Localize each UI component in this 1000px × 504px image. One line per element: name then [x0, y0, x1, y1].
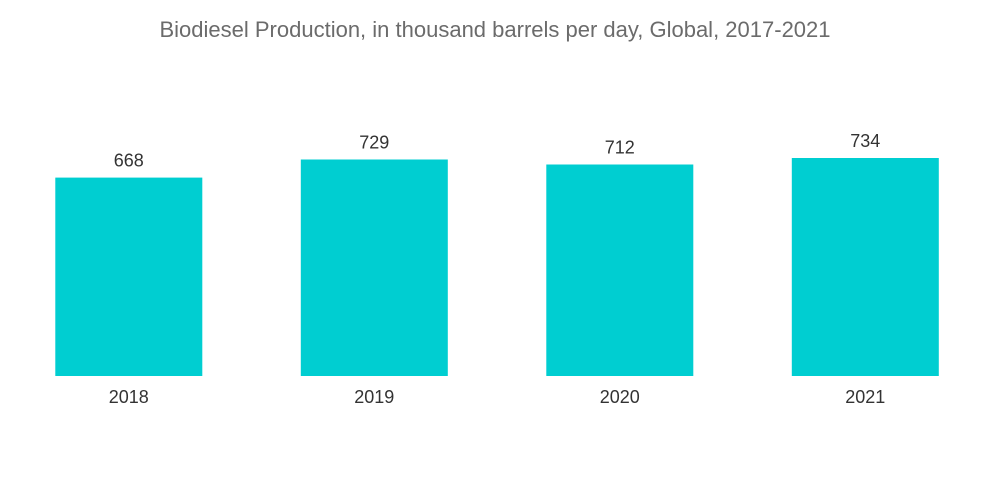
x-tick-label-2020: 2020 — [600, 387, 640, 407]
x-tick-label-2019: 2019 — [354, 387, 394, 407]
bar-2019 — [300, 159, 448, 376]
bar-2020 — [546, 164, 694, 376]
x-tick-label-2021: 2021 — [845, 387, 885, 407]
x-tick-labels-group: 2018 2019 2020 2021 — [109, 387, 886, 407]
bar-2018 — [55, 177, 203, 376]
data-label-2020: 712 — [605, 138, 635, 158]
value-labels-group: 668 729 712 734 — [114, 131, 881, 171]
bar-2021 — [791, 158, 939, 376]
chart-title: Biodiesel Production, in thousand barrel… — [159, 17, 831, 42]
data-label-2019: 729 — [359, 133, 389, 153]
data-label-2018: 668 — [114, 151, 144, 171]
x-tick-label-2018: 2018 — [109, 387, 149, 407]
data-label-2021: 734 — [850, 131, 880, 151]
bars-group — [55, 158, 939, 376]
